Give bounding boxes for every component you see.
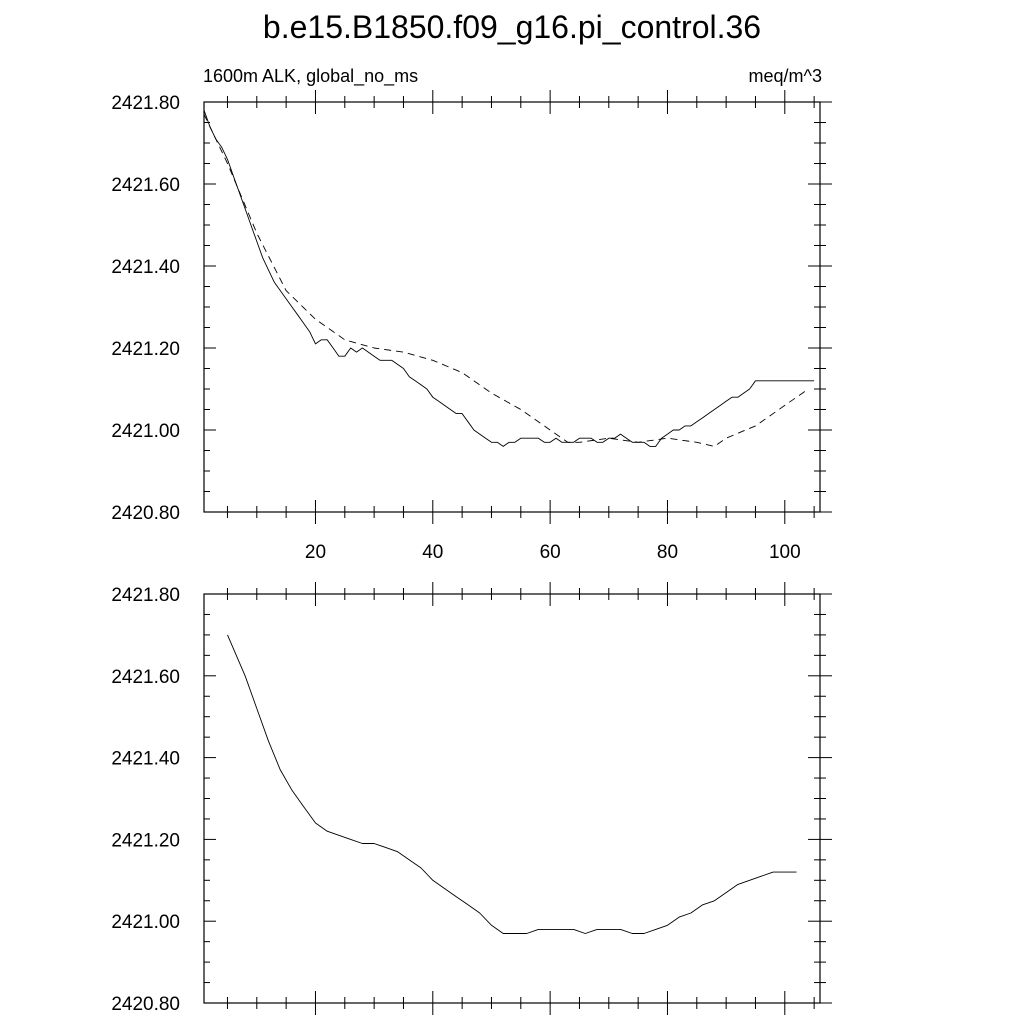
series-line-smoothed (203, 114, 809, 447)
y-tick-label: 2421.80 (111, 585, 180, 606)
variable-label: 1600m ALK, global_no_ms (203, 66, 418, 87)
chart-title: b.e15.B1850.f09_g16.pi_control.36 (263, 9, 761, 45)
plot-frame (203, 593, 821, 1004)
x-tick-label: 40 (422, 542, 443, 563)
y-tick-label: 2421.60 (111, 667, 180, 688)
y-tick-label: 2421.20 (111, 830, 180, 851)
y-tick-label: 2421.40 (111, 749, 180, 770)
x-tick-label: 20 (305, 542, 326, 563)
y-tick-label: 2421.40 (111, 257, 180, 278)
x-tick-label: 80 (657, 542, 678, 563)
y-tick-label: 2421.00 (111, 421, 180, 442)
y-tick-label: 2421.20 (111, 339, 180, 360)
top-panel: 2420.80 2421.00 2421.20 2421.40 2421.60 2421.… (111, 90, 832, 563)
y-tick-label: 2421.60 (111, 175, 180, 196)
series-line-annual (203, 110, 815, 447)
units-label: meq/m^3 (749, 66, 822, 86)
bottom-panel: 2420.80 2421.00 2421.20 2421.40 2421.60 2421.… (111, 582, 832, 1015)
series-line-running-mean (227, 634, 797, 934)
y-tick-label: 2420.80 (111, 503, 180, 524)
plot-frame (203, 101, 821, 513)
x-tick-label: 60 (540, 542, 561, 563)
y-tick-label: 2420.80 (111, 994, 180, 1015)
y-tick-label: 2421.80 (111, 93, 180, 114)
x-tick-label: 100 (769, 542, 801, 563)
y-tick-label: 2421.00 (111, 912, 180, 933)
